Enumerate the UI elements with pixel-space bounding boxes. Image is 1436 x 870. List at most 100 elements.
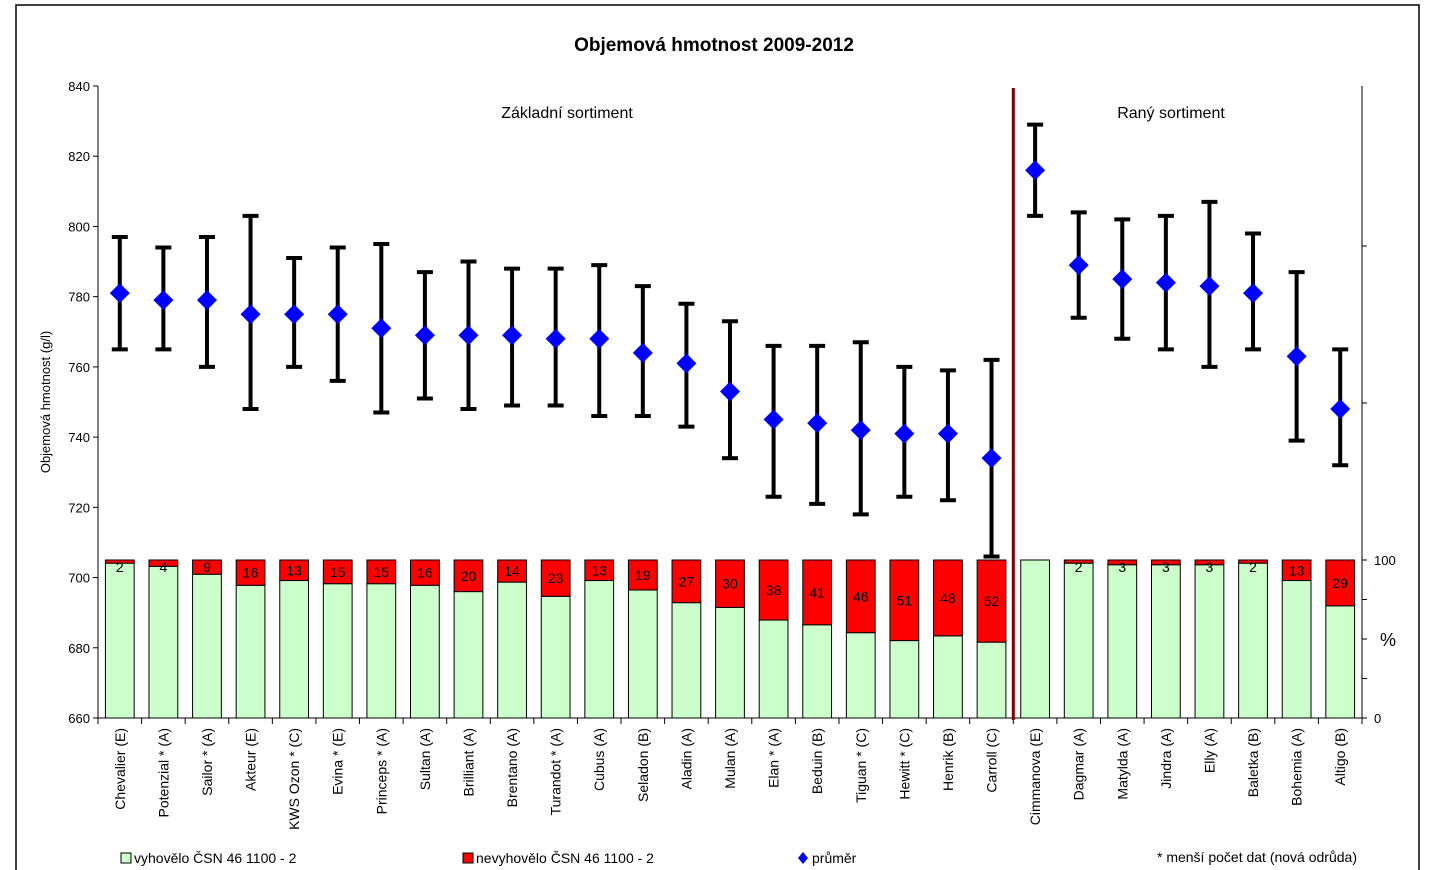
bar-pass <box>1107 564 1138 719</box>
bar-pass <box>1194 564 1225 719</box>
chart-title: Objemová hmotnost 2009-2012 <box>574 35 854 56</box>
bar-fail-label: 2 <box>1075 559 1083 575</box>
mean-marker <box>545 328 566 349</box>
mean-marker <box>502 325 523 346</box>
bar-fail-label: 13 <box>1289 562 1305 578</box>
category-label: Brentano (A) <box>504 728 520 807</box>
bar-fail-label: 41 <box>809 584 825 600</box>
bar-fail <box>627 559 658 591</box>
bar-pass <box>627 589 658 719</box>
category-label: Cubus (A) <box>591 728 607 791</box>
bar-fail <box>1063 559 1094 564</box>
mean-marker <box>1243 283 1264 304</box>
section-label-main: Základní sortiment <box>501 105 633 122</box>
bar-fail-label: 20 <box>461 568 477 584</box>
y-tick-label: 820 <box>68 149 90 164</box>
y-tick-label: 760 <box>68 360 90 375</box>
bar-fail-label: 3 <box>1206 559 1214 575</box>
category-label: Elly (A) <box>1201 728 1217 773</box>
mean-marker <box>850 420 871 441</box>
bar-fail <box>279 559 310 582</box>
bar-fail <box>889 559 920 642</box>
section-label-early: Raný sortiment <box>1117 105 1225 122</box>
mean-marker <box>458 325 479 346</box>
category-label: Aladin (A) <box>678 728 694 789</box>
mean-marker <box>1155 272 1176 293</box>
bar-fail <box>1107 559 1138 566</box>
bar-fail-label: 48 <box>940 590 956 606</box>
category-label: Hewitt * (C) <box>896 728 912 800</box>
bar-pass <box>933 635 963 719</box>
bar-fail <box>235 559 266 586</box>
category-label: Baletka (B) <box>1245 728 1261 797</box>
category-label: Bohemia (A) <box>1289 728 1305 806</box>
bar-fail <box>410 559 440 586</box>
category-label: Brilliant (A) <box>460 728 476 796</box>
mean-marker <box>894 423 915 444</box>
bar-fail <box>366 559 397 585</box>
category-label: Cimmanova (E) <box>1027 728 1043 825</box>
bar-fail <box>1325 559 1356 607</box>
category-label: Matylda (A) <box>1114 728 1130 800</box>
y-tick-label: 680 <box>68 641 90 656</box>
bar-fail <box>497 559 527 583</box>
mean-marker <box>981 448 1002 469</box>
y-tick-label: 740 <box>68 430 90 445</box>
bar-pass <box>1150 564 1181 719</box>
bar-pass <box>889 640 920 719</box>
bar-fail <box>758 559 789 621</box>
category-label: Tiguan * (C) <box>853 728 869 803</box>
bar-fail-label: 2 <box>1249 559 1257 575</box>
bar-fail-label: 30 <box>722 576 738 592</box>
mean-marker <box>153 290 174 311</box>
y2-tick-label: 0 <box>1374 711 1381 726</box>
axes-layer: 660 680 700 720 740 760 780 800 820 840 0% 100 <box>68 79 1396 726</box>
bar-fail <box>322 559 353 585</box>
bar-fail-label: 51 <box>897 592 913 608</box>
category-label: Princeps * (A) <box>373 728 389 814</box>
bar-pass <box>671 602 702 719</box>
category-label: Altigo (B) <box>1332 728 1348 786</box>
mean-marker <box>284 304 305 325</box>
bar-fail <box>540 559 571 597</box>
category-label: Elan * (A) <box>766 728 782 788</box>
bars-layer: 2 4 9 16 13 15 15 16 20 14 23 13 19 27 30 38 41 46 51 48 522… <box>104 559 1356 719</box>
category-label: Henrik (B) <box>940 728 956 791</box>
bar-fail-label: 52 <box>984 593 1000 609</box>
bar-pass <box>1020 559 1050 719</box>
legend-label-fail: nevyhovělo ČSN 46 1100 - 2 <box>476 850 654 866</box>
bar-pass <box>540 595 571 719</box>
bar-fail <box>715 559 745 608</box>
bar-pass <box>1238 562 1268 719</box>
bar-pass <box>584 580 615 719</box>
y-tick-label: 660 <box>68 711 90 726</box>
mean-marker <box>1199 276 1220 297</box>
bar-fail <box>845 559 876 634</box>
category-label: Beduin (B) <box>809 728 825 794</box>
mean-marker <box>676 353 697 374</box>
bar-pass <box>366 583 397 719</box>
category-label: KWS Ozon * (C) <box>286 728 302 830</box>
y-tick-label: 840 <box>68 79 90 94</box>
y-tick-label: 780 <box>68 290 90 305</box>
y-tick-label: 720 <box>68 500 90 515</box>
bar-pass <box>322 583 353 719</box>
category-label: Sultan (A) <box>417 728 433 790</box>
bar-fail-label: 4 <box>159 559 167 575</box>
bar-pass <box>715 606 745 719</box>
chart-frame <box>15 4 1420 870</box>
bar-fail-label: 13 <box>591 562 607 578</box>
bar-fail <box>104 559 135 564</box>
bar-pass <box>148 565 179 719</box>
legend-swatch-pass <box>120 852 132 864</box>
bar-pass <box>976 641 1007 719</box>
bar-fail <box>976 559 1007 643</box>
mean-marker <box>632 342 653 363</box>
bar-pass <box>235 584 266 719</box>
mean-marker <box>1330 399 1351 420</box>
bar-fail-label: 46 <box>853 588 869 604</box>
bar-fail <box>192 559 222 575</box>
mean-marker <box>807 413 828 434</box>
category-label: Seladon (B) <box>635 728 651 802</box>
